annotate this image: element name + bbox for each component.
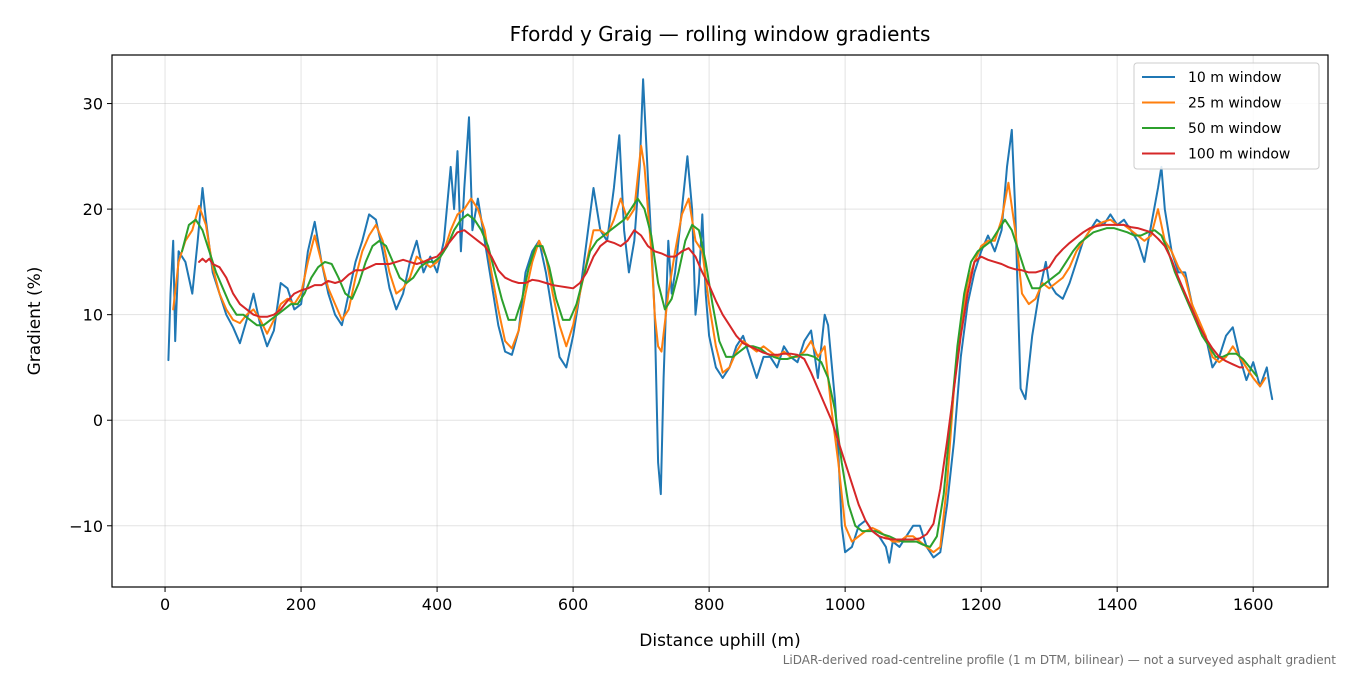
y-tick-label: 30 bbox=[83, 95, 103, 114]
x-tick-label: 200 bbox=[286, 595, 317, 614]
x-tick-label: 600 bbox=[558, 595, 589, 614]
legend: 10 m window 25 m window 50 m window 100 m w… bbox=[1133, 62, 1320, 170]
y-tick-label: 10 bbox=[83, 306, 103, 325]
y-tick-label: −10 bbox=[69, 517, 103, 536]
series-layer bbox=[167, 78, 1274, 564]
x-tick-label: 800 bbox=[694, 595, 725, 614]
x-tick-label: 400 bbox=[422, 595, 453, 614]
x-tick-label: 0 bbox=[160, 595, 170, 614]
y-tick-label: 0 bbox=[93, 411, 103, 430]
x-axis-title: Distance uphill (m) bbox=[639, 631, 800, 651]
y-tick-label: 20 bbox=[83, 200, 103, 219]
legend-label: 10 m window bbox=[1188, 70, 1281, 86]
plot-frame bbox=[111, 54, 1329, 588]
series-line-2 bbox=[181, 197, 1258, 548]
series-line-1 bbox=[172, 144, 1267, 554]
x-tick-label: 1000 bbox=[825, 595, 866, 614]
x-tick-label: 1600 bbox=[1233, 595, 1274, 614]
series-line-3 bbox=[198, 223, 1244, 541]
legend-label: 25 m window bbox=[1188, 96, 1281, 112]
axis-ticks: 0 200 400 600 800 1000 1200 1400 1600 −10 0 10 20 30 bbox=[69, 95, 1273, 614]
legend-label: 100 m window bbox=[1188, 147, 1290, 163]
chart-title: Ffordd y Graig — rolling window gradient… bbox=[510, 22, 931, 46]
legend-box bbox=[1133, 62, 1320, 170]
y-axis-title: Gradient (%) bbox=[25, 267, 45, 376]
footnote: LiDAR-derived road-centreline profile (1… bbox=[783, 653, 1337, 667]
x-tick-label: 1400 bbox=[1097, 595, 1138, 614]
legend-label: 50 m window bbox=[1188, 121, 1281, 137]
x-tick-label: 1200 bbox=[961, 595, 1002, 614]
